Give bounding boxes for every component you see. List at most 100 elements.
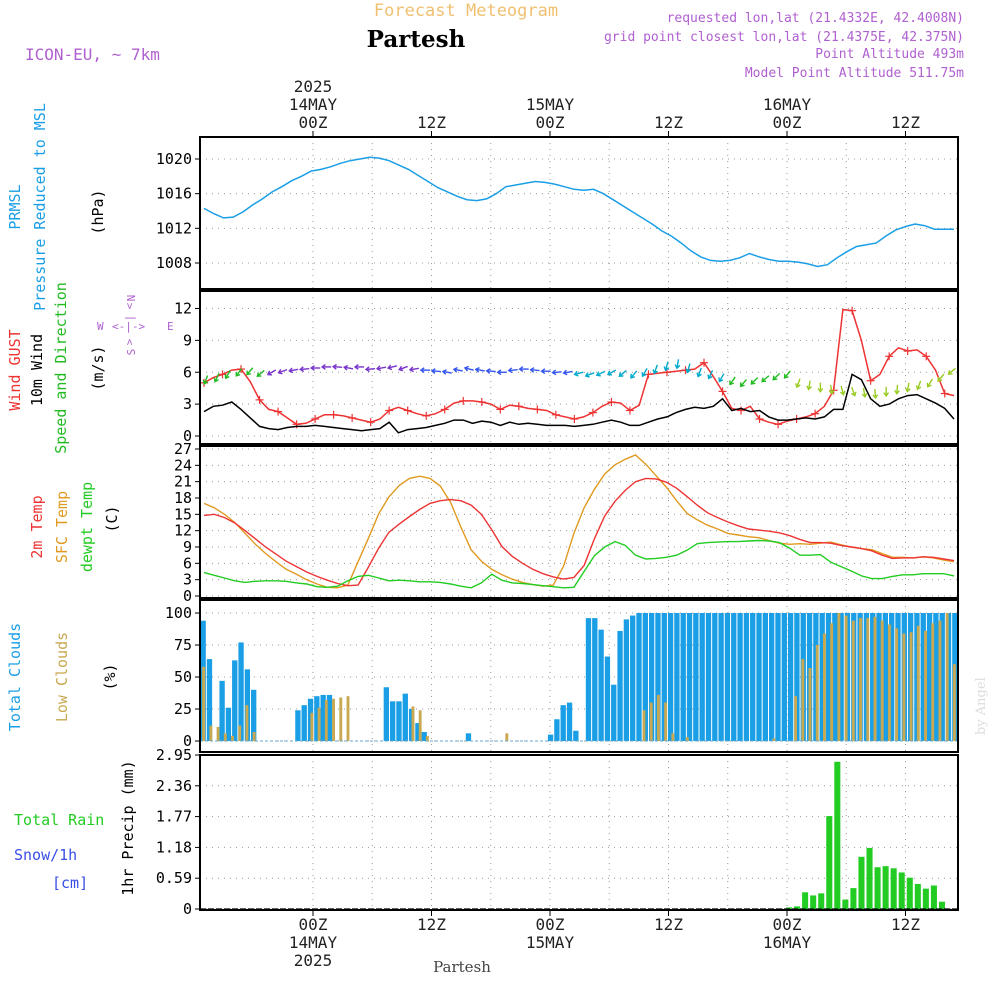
wind-direction-arrow <box>641 368 648 377</box>
clouds-frame <box>199 599 959 753</box>
wind-direction-arrowhead <box>861 392 868 399</box>
rain-bar <box>858 856 865 909</box>
wind-direction-arrow <box>796 378 801 388</box>
wind-direction-arrowhead <box>430 368 436 374</box>
low-cloud-bar <box>216 726 220 741</box>
rain-bar <box>938 901 945 909</box>
total-cloud-bar <box>699 613 705 741</box>
dewpt-line <box>203 539 955 589</box>
wind-direction-arrow <box>376 366 387 370</box>
wind-direction-arrowhead <box>894 389 900 395</box>
total-cloud-bar <box>585 618 592 741</box>
low-cloud-bar <box>823 633 826 741</box>
rain-legend: Total Rain <box>14 811 104 829</box>
wind-direction-arrow <box>267 369 277 376</box>
wind-direction-arrowhead <box>851 391 857 397</box>
total-cloud-bar <box>787 613 794 741</box>
total-cloud-bar <box>592 618 598 741</box>
low-cloud-bar <box>418 710 422 741</box>
wind-direction-arrow <box>708 370 714 379</box>
wind-ytick-label: 0 <box>183 427 192 445</box>
wind-direction-arrow <box>772 372 781 381</box>
top-time-label: 00Z <box>299 113 328 132</box>
total-cloud-bar <box>636 613 642 741</box>
temperature-frame <box>199 445 959 599</box>
wind-direction-arrow <box>563 370 573 374</box>
total-cloud-bar <box>705 613 712 741</box>
wind-direction-arrowhead <box>696 372 702 378</box>
top-time-label: 12Z <box>654 113 683 132</box>
total-cloud-bar <box>623 619 630 741</box>
pressure-ytick-label: 1008 <box>156 254 192 272</box>
total-cloud-bar <box>712 613 718 741</box>
temperature-ytick-label: 18 <box>174 489 192 507</box>
wind-direction-arrowhead <box>266 370 272 376</box>
low-cloud-bar <box>245 705 249 741</box>
top-time-label: 12Z <box>891 113 920 132</box>
total-cloud-bar <box>560 705 566 741</box>
snow-unit: [cm] <box>52 874 88 892</box>
total-cloud-bar <box>326 694 333 741</box>
wind-direction-arrow <box>300 367 310 371</box>
wind-direction-arrowhead <box>652 369 658 375</box>
wind-direction-arrowhead <box>364 366 370 373</box>
location-name: Partesh <box>367 26 466 53</box>
wind-direction-arrowhead <box>540 368 546 375</box>
wind-unit: (m/s) <box>89 345 107 390</box>
bottom-time-label: 2025 <box>294 951 333 970</box>
low-cloud-bar <box>649 702 653 741</box>
wind-direction-arrow <box>851 386 856 396</box>
wind-direction-arrow <box>729 376 736 385</box>
total-cloud-bar <box>731 613 737 741</box>
low-cloud-bar <box>909 632 913 741</box>
wind-direction-arrowhead <box>584 372 590 378</box>
wind-direction-arrowhead <box>562 369 568 376</box>
rain-bar <box>826 816 833 909</box>
total-cloud-bar <box>390 701 396 741</box>
wind-direction-arrowhead <box>795 383 801 389</box>
low-cloud-bar <box>223 733 227 741</box>
low-cloud-bar <box>794 696 798 741</box>
wind-direction-arrowhead <box>595 371 601 377</box>
total-cloud-bar <box>402 693 408 741</box>
precipitation-ytick-label: 0.59 <box>156 869 192 887</box>
total-cloud-bar <box>832 613 838 741</box>
total-cloud-bar <box>219 680 225 741</box>
wind-direction-arrowhead <box>606 370 613 376</box>
total-cloud-bar <box>232 660 238 741</box>
top-time-label: 12Z <box>417 113 446 132</box>
wind-direction-arrow <box>366 367 376 371</box>
bottom-time-label: 00Z <box>536 915 565 934</box>
top-time-label: 00Z <box>773 113 802 132</box>
wind-direction-arrow <box>686 363 691 373</box>
low-cloud-bar <box>801 659 805 741</box>
low-cloud-bar <box>332 698 335 741</box>
rain-bar <box>834 761 841 909</box>
total-cloud-bar <box>737 613 743 741</box>
wind-direction-arrow <box>740 378 747 387</box>
clouds-unit: (%) <box>101 663 119 690</box>
top-time-label: 14MAY <box>289 95 338 114</box>
rain-bar <box>802 892 809 909</box>
wind-direction-arrow <box>203 375 209 385</box>
chart-title: Forecast Meteogram <box>374 1 558 21</box>
wind-direction-arrow <box>256 369 265 377</box>
total-cloud-bar <box>225 707 232 741</box>
wind-direction-arrow <box>596 370 606 376</box>
footer-location: Partesh <box>433 958 491 976</box>
wind-direction-arrowhead <box>224 374 230 380</box>
clouds-ytick-label: 50 <box>174 668 192 686</box>
wind-direction-arrow <box>552 371 562 374</box>
wind-direction-arrow <box>464 367 474 371</box>
total-cloud-bar <box>870 613 876 741</box>
rain-bar <box>914 883 921 909</box>
wind-direction-arrowhead <box>674 364 681 370</box>
wind-direction-arrow <box>214 373 220 382</box>
compass-north: N <box>125 295 138 302</box>
total-cloud-bar <box>680 613 686 741</box>
rain-bar <box>842 899 849 909</box>
total-cloud-bar <box>693 613 699 741</box>
low-cloud-bar <box>209 725 213 741</box>
low-cloud-bar <box>880 620 884 741</box>
